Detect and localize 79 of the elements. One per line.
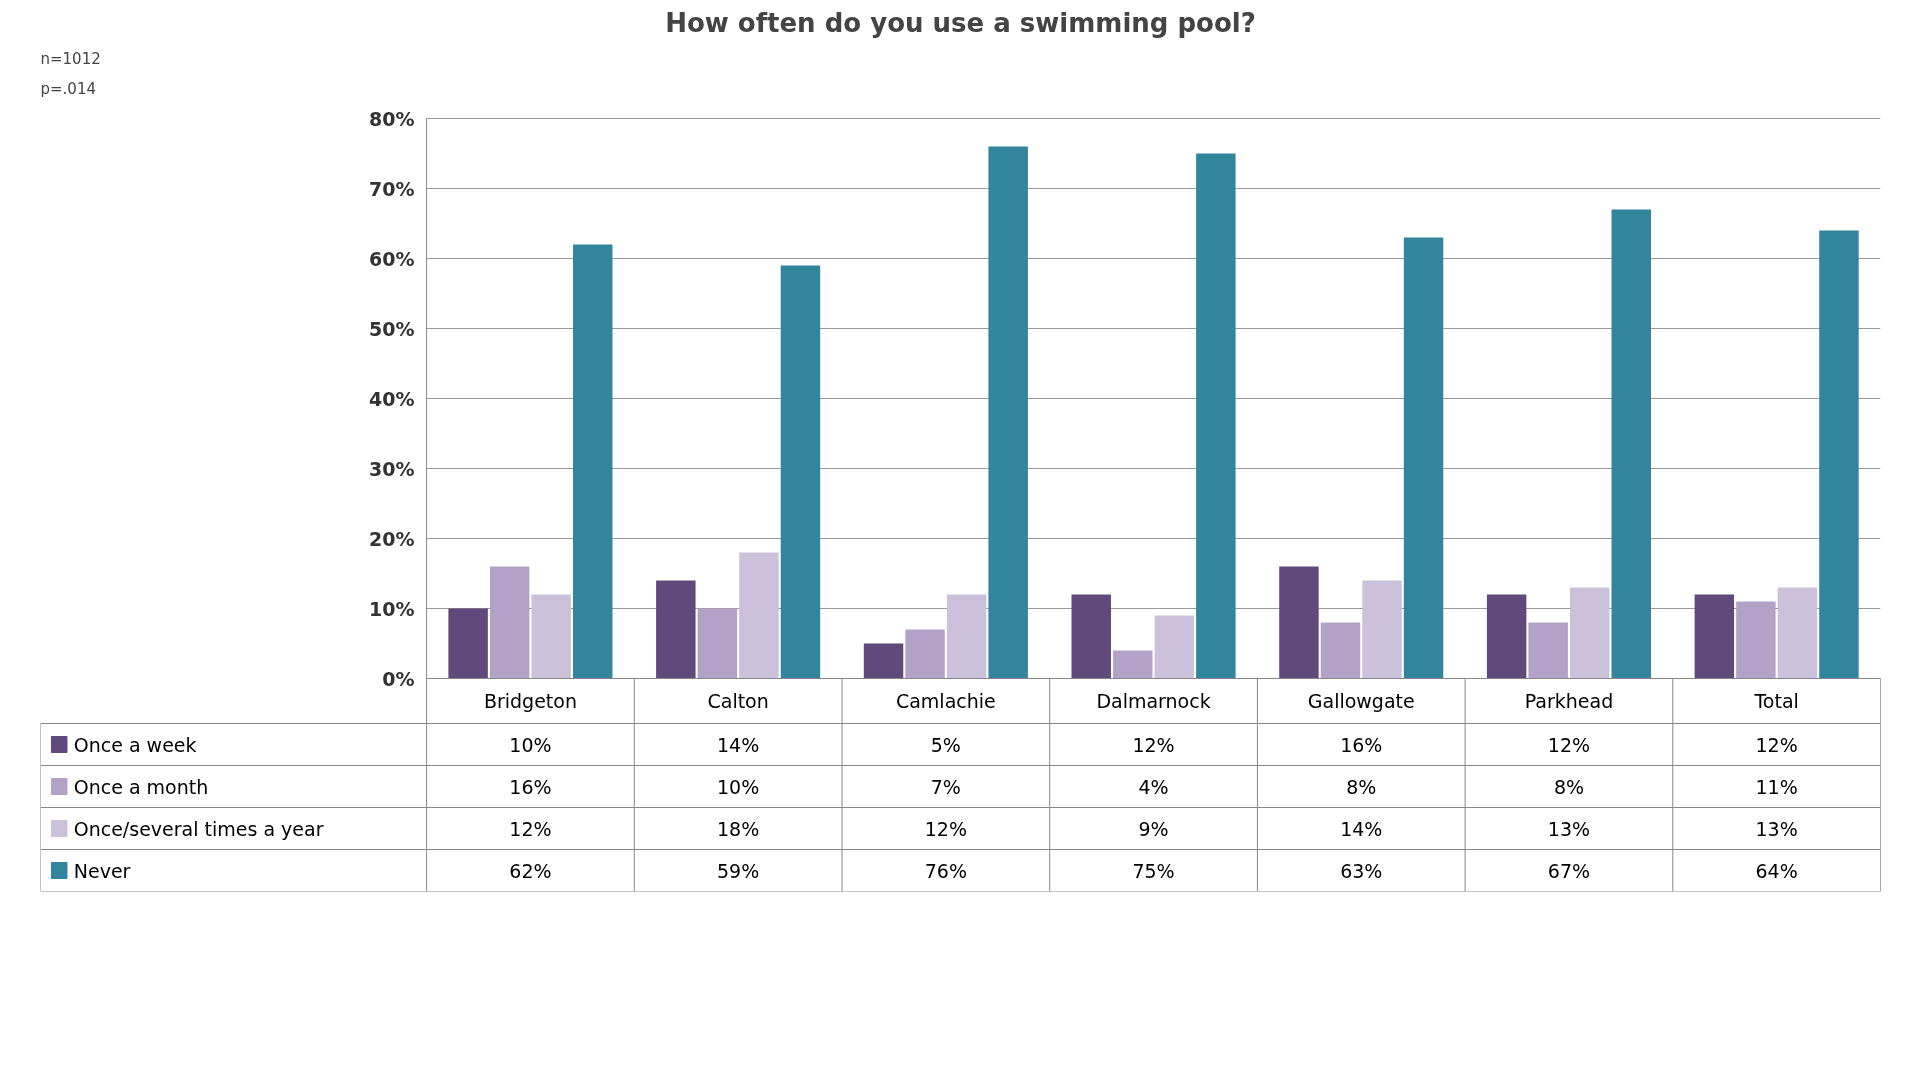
- x-tick-label: Gallowgate: [1307, 690, 1415, 712]
- data-label: 12%: [509, 817, 552, 840]
- data-label: 11%: [1755, 775, 1798, 798]
- bar: [489, 566, 530, 679]
- y-tick-label: 80%: [369, 107, 415, 130]
- data-label: 12%: [924, 817, 967, 840]
- bar: [1694, 594, 1735, 679]
- data-label: 13%: [1755, 817, 1798, 840]
- bar: [656, 580, 696, 679]
- legend-label: Once a week: [73, 733, 197, 756]
- bar: [1736, 601, 1776, 679]
- bar: [697, 608, 738, 679]
- bar: [1113, 650, 1153, 679]
- data-label: 64%: [1755, 859, 1798, 882]
- bar: [946, 594, 987, 679]
- data-label: 62%: [509, 859, 552, 882]
- data-label: 12%: [1755, 733, 1798, 756]
- y-tick-label: 50%: [369, 317, 415, 340]
- bar: [1362, 580, 1402, 679]
- bar: [1154, 615, 1195, 679]
- x-tick-label: Parkhead: [1524, 690, 1614, 712]
- y-tick-label: 40%: [369, 387, 415, 410]
- data-label: 13%: [1547, 817, 1591, 840]
- bar: [1569, 587, 1610, 679]
- bar: [905, 629, 945, 679]
- bar: [1611, 209, 1651, 679]
- bar: [780, 265, 821, 679]
- data-label: 16%: [509, 775, 552, 798]
- data-label: 14%: [717, 733, 760, 756]
- bar: [531, 594, 571, 679]
- y-tick-label: 20%: [369, 527, 415, 550]
- data-label: 75%: [1132, 859, 1175, 882]
- bar: [1279, 566, 1319, 679]
- bar: [448, 608, 488, 679]
- data-label: 4%: [1138, 775, 1169, 798]
- legend-label: Never: [73, 859, 131, 882]
- data-label: 63%: [1340, 859, 1383, 882]
- bar: [1777, 587, 1818, 679]
- legend-label: Once a month: [73, 775, 209, 798]
- bar: [1320, 622, 1361, 679]
- text: p=.014: [40, 79, 96, 98]
- y-tick-label: 10%: [369, 597, 415, 620]
- data-label: 10%: [509, 733, 552, 756]
- x-tick-label: Camlachie: [895, 690, 996, 712]
- x-tick-label: Dalmarnock: [1096, 690, 1211, 712]
- data-label: 8%: [1346, 775, 1377, 798]
- x-tick-label: Total: [1753, 690, 1799, 712]
- legend-label: Once/several times a year: [73, 817, 324, 840]
- bar: [739, 552, 779, 679]
- y-tick-label: 0%: [382, 667, 415, 690]
- data-label: 8%: [1553, 775, 1585, 798]
- bar: [1403, 237, 1444, 679]
- y-tick-label: 70%: [369, 177, 415, 200]
- bar: [1071, 594, 1111, 679]
- data-label: 59%: [717, 859, 760, 882]
- bar: [988, 146, 1028, 679]
- x-tick-label: Bridgeton: [483, 690, 577, 712]
- bar: [1528, 622, 1568, 679]
- bar: [1196, 153, 1236, 679]
- bar: [863, 643, 904, 679]
- text: n=1012: [40, 49, 101, 68]
- data-label: 76%: [924, 859, 967, 882]
- bar: [1819, 230, 1859, 679]
- bar: [573, 244, 613, 679]
- chart-title: How often do you use a swimming pool?: [665, 7, 1256, 38]
- data-label: 10%: [717, 775, 760, 798]
- data-label: 67%: [1547, 859, 1591, 882]
- data-label: 9%: [1138, 817, 1169, 840]
- bar: [1486, 594, 1527, 679]
- data-label: 12%: [1547, 733, 1591, 756]
- data-label: 7%: [930, 775, 961, 798]
- data-label: 5%: [930, 733, 961, 756]
- data-label: 12%: [1132, 733, 1175, 756]
- data-label: 16%: [1340, 733, 1383, 756]
- y-tick-label: 30%: [369, 457, 415, 480]
- x-tick-label: Calton: [707, 690, 769, 712]
- data-label: 14%: [1340, 817, 1383, 840]
- y-tick-label: 60%: [369, 247, 415, 270]
- data-label: 18%: [717, 817, 760, 840]
